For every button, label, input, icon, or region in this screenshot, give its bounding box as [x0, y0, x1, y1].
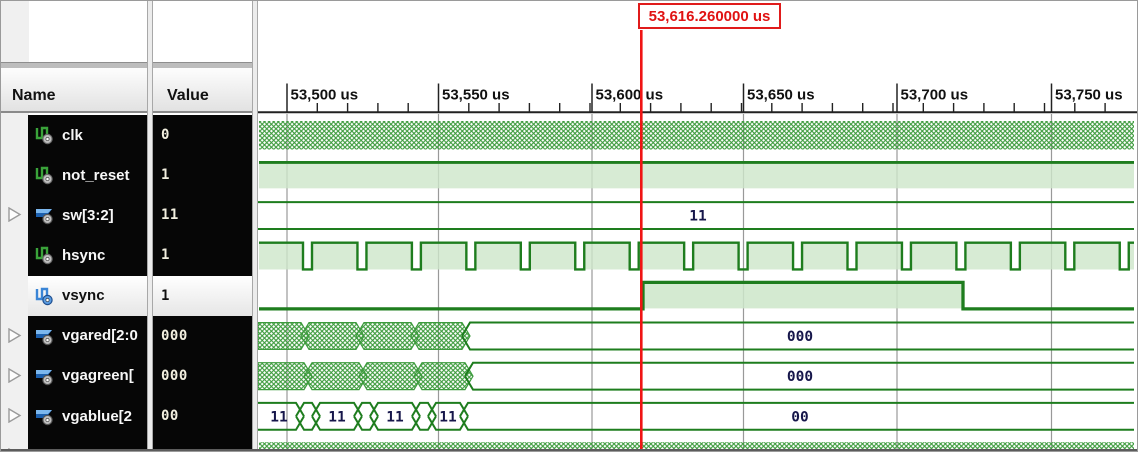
signal-name-row[interactable]: vgared[2:0	[28, 316, 147, 356]
signal-type-icon	[34, 165, 54, 185]
signal-value-row[interactable]: 000	[153, 316, 252, 356]
expand-arrow-icon[interactable]	[8, 408, 22, 424]
expand-arrow-icon[interactable]	[8, 207, 22, 223]
bus-value-label: 11	[386, 409, 404, 425]
expand-arrow-icon[interactable]	[8, 327, 22, 343]
value-column-header: Value	[153, 68, 252, 113]
signal-type-icon	[34, 125, 54, 145]
signal-name: hsync	[62, 246, 106, 264]
wave-row-vgablue2: 11 11 11 11 00	[258, 401, 1134, 431]
wave-row-led70	[259, 442, 1134, 452]
wave-row-clk	[259, 121, 1134, 150]
expand-arrow-icon[interactable]	[8, 367, 22, 383]
signal-value: 00	[161, 408, 179, 425]
bus-value-label: 00	[791, 409, 808, 425]
signal-value: 1	[161, 247, 170, 264]
signal-name: vgablue[2	[62, 407, 133, 425]
signal-name-row[interactable]: vsync	[28, 275, 147, 316]
panel-splitter[interactable]	[252, 0, 258, 452]
signal-name-row[interactable]: hsync	[28, 235, 147, 275]
signal-name-row[interactable]: led[7:0	[28, 436, 147, 450]
cursor-time-text: 53,616.260000 us	[648, 7, 771, 25]
bus-value-label: 000	[787, 329, 813, 345]
cursor-time-label[interactable]: 53,616.260000 us	[638, 3, 781, 29]
signal-value: 1	[161, 287, 170, 304]
signal-value-row[interactable]: 1	[153, 275, 252, 316]
signal-type-icon	[34, 245, 54, 265]
value-header-label: Value	[167, 87, 209, 104]
name-header-label: Name	[12, 87, 56, 104]
signal-value: 000	[161, 327, 188, 344]
signal-value: 000	[161, 367, 188, 384]
window-bottom-edge	[0, 449, 1138, 452]
signal-name-row[interactable]: clk	[28, 115, 147, 155]
wave-rows: 11 000 000 11 11 11 11 00	[257, 121, 1134, 452]
signal-value: 0	[161, 127, 170, 143]
signal-name-row[interactable]: not_reset	[28, 155, 147, 195]
signal-name-row[interactable]: vgablue[2	[28, 396, 147, 436]
signal-name: not_reset	[62, 166, 130, 184]
wave-row-not_reset	[259, 161, 1134, 189]
timeline-label: 53,700 us	[901, 87, 969, 104]
signal-name-row[interactable]: sw[3:2]	[28, 195, 147, 235]
signal-name: vgagreen[	[62, 367, 134, 385]
panel-splitter[interactable]	[147, 0, 153, 452]
wave-row-hsync	[259, 241, 1134, 271]
timeline-label: 53,600 us	[596, 87, 664, 104]
signal-value-row[interactable]: 00	[153, 396, 252, 436]
bus-value-label: 11	[328, 409, 346, 425]
signal-type-icon	[34, 205, 54, 225]
signal-value-row[interactable]: 000	[153, 356, 252, 396]
bus-value-label: 11	[270, 409, 288, 425]
bus-value-label: 11	[689, 209, 707, 225]
signal-value-row[interactable]: 1	[153, 235, 252, 275]
timeline-label: 53,750 us	[1055, 87, 1123, 104]
wave-row-sw32: 11	[258, 201, 1134, 230]
wave-row-vgagreen: 000	[257, 361, 1134, 391]
name-column-header: Name	[0, 68, 147, 113]
bus-value-label: 11	[439, 409, 457, 425]
signal-type-icon	[34, 286, 54, 306]
value-panel-top	[153, 1, 252, 62]
signal-type-icon	[34, 326, 54, 346]
signal-name-row[interactable]: vgagreen[	[28, 356, 147, 396]
timeline-axis: 53,500 us 53,550 us 53,600 us 53,650 us 53,7…	[258, 83, 1137, 114]
signal-value: 1	[161, 167, 170, 184]
signal-value: 11	[161, 207, 179, 224]
signal-name: led[7:0	[62, 448, 110, 450]
signal-type-icon	[34, 366, 54, 386]
wave-row-vsync	[259, 280, 1134, 311]
signal-name: clk	[62, 126, 83, 144]
signal-type-icon	[34, 406, 54, 426]
signal-name: vsync	[62, 287, 105, 305]
wave-row-vgared20: 000	[257, 321, 1134, 351]
signal-value-row[interactable]: 0	[153, 115, 252, 155]
signal-name: sw[3:2]	[62, 206, 114, 224]
signal-value-row[interactable]: 11	[153, 195, 252, 235]
signal-name: vgared[2:0	[62, 327, 138, 345]
timeline-label: 53,550 us	[442, 87, 510, 104]
signal-name-list: clk not_reset sw[3:2] hsync vsync vgared…	[28, 115, 147, 450]
signal-value-row[interactable]: 1	[153, 155, 252, 195]
timeline-label: 53,500 us	[291, 87, 359, 104]
bus-value-label: 000	[787, 369, 813, 385]
timeline-label: 53,650 us	[747, 87, 815, 104]
